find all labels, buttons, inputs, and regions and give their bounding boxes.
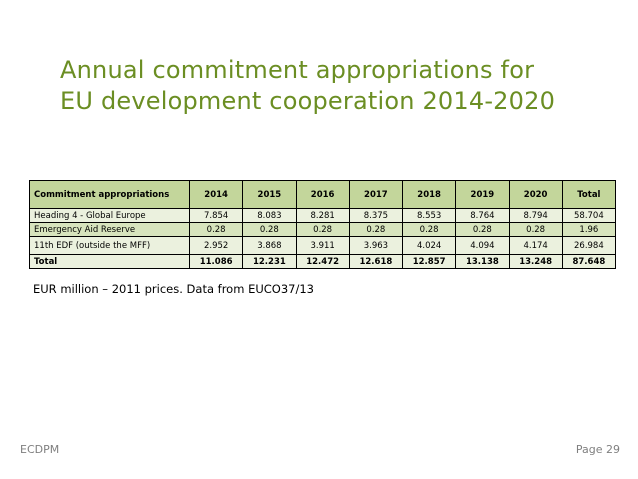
appropriations-table: Commitment appropriations 2014 2015 2016… [29,180,617,269]
table-cell: 1.96 [561,222,617,237]
table-cell: 12.231 [242,254,297,269]
table-row: Heading 4 - Global Europe 7.854 8.083 8.… [29,208,617,223]
table-row: Emergency Aid Reserve 0.28 0.28 0.28 0.2… [29,222,617,237]
source-note: EUR million – 2011 prices. Data from EUC… [33,282,314,296]
table-header-cell: 2015 [242,180,297,209]
table-cell: 4.094 [455,236,510,255]
table-cell: 13.138 [455,254,510,269]
table-header-cell: Total [561,180,617,209]
table-total-row: Total 11.086 12.231 12.472 12.618 12.857… [29,254,617,269]
table-cell: 0.28 [508,222,563,237]
table-cell: Emergency Aid Reserve [29,222,190,237]
table-cell: 3.963 [348,236,404,255]
table-cell: 8.794 [508,208,563,223]
table-cell: 11.086 [188,254,244,269]
slide-title: Annual commitment appropriations for EU … [60,55,620,117]
table-row: 11th EDF (outside the MFF) 2.952 3.868 3… [29,236,617,255]
table-cell: 2.952 [188,236,244,255]
table-cell: 0.28 [455,222,510,237]
table-cell: 12.857 [401,254,457,269]
table-cell: Total [29,254,190,269]
table-cell: 3.911 [295,236,350,255]
table-cell: 8.281 [295,208,350,223]
table-cell: 13.248 [508,254,563,269]
slide-title-line-2: EU development cooperation 2014-2020 [60,87,556,115]
table-cell: 4.024 [401,236,457,255]
table-cell: 0.28 [348,222,404,237]
table-cell: 12.472 [295,254,350,269]
table-cell: 11th EDF (outside the MFF) [29,236,190,255]
table-cell: 0.28 [401,222,457,237]
table-header-row: Commitment appropriations 2014 2015 2016… [29,180,617,209]
slide-title-line-1: Annual commitment appropriations for [60,56,535,84]
table-header-cell: 2018 [401,180,457,209]
table-cell: 4.174 [508,236,563,255]
table-cell: 8.764 [455,208,510,223]
table-cell: 0.28 [188,222,244,237]
table-cell: 8.375 [348,208,404,223]
table-cell: 7.854 [188,208,244,223]
table-cell: Heading 4 - Global Europe [29,208,190,223]
table-cell: 87.648 [561,254,617,269]
table-cell: 0.28 [242,222,297,237]
table-header-cell: Commitment appropriations [29,180,190,209]
page-number: Page 29 [575,443,620,456]
table-cell: 3.868 [242,236,297,255]
table-header-cell: 2017 [348,180,404,209]
table-cell: 12.618 [348,254,404,269]
table-header-cell: 2019 [455,180,510,209]
table-cell: 26.984 [561,236,617,255]
table-cell: 0.28 [295,222,350,237]
table-header-cell: 2020 [508,180,563,209]
table-header-cell: 2014 [188,180,244,209]
table-header-cell: 2016 [295,180,350,209]
table-cell: 8.083 [242,208,297,223]
footer-org: ECDPM [20,443,60,456]
table-cell: 8.553 [401,208,457,223]
table-cell: 58.704 [561,208,617,223]
